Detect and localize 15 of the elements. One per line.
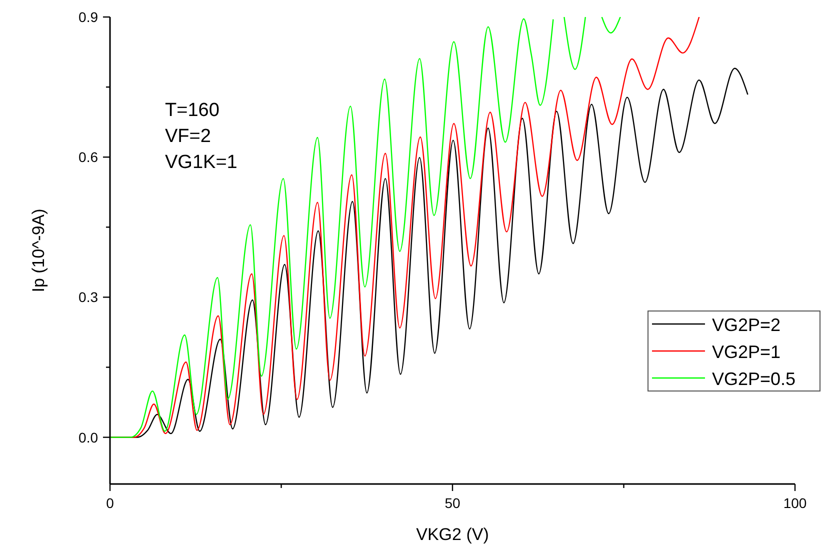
annotation: T=160 (165, 100, 220, 121)
y-tick-label: 0.3 (78, 289, 98, 306)
y-tick-label: 0.0 (78, 429, 98, 446)
x-tick-label: 0 (106, 495, 114, 511)
x-axis-title: VKG2 (V) (416, 525, 489, 544)
y-tick-label: 0.9 (78, 9, 98, 25)
x-tick-label: 50 (444, 495, 460, 511)
legend-label: VG2P=1 (712, 342, 781, 362)
annotation: VF=2 (165, 126, 211, 147)
annotation: VG1K=1 (165, 152, 238, 173)
y-tick-label: 0.6 (78, 149, 98, 166)
legend-label: VG2P=0.5 (712, 369, 796, 389)
legend-label: VG2P=2 (712, 315, 781, 335)
x-tick-label: 100 (783, 495, 807, 511)
y-axis-title: Ip (10^-9A) (29, 208, 48, 292)
